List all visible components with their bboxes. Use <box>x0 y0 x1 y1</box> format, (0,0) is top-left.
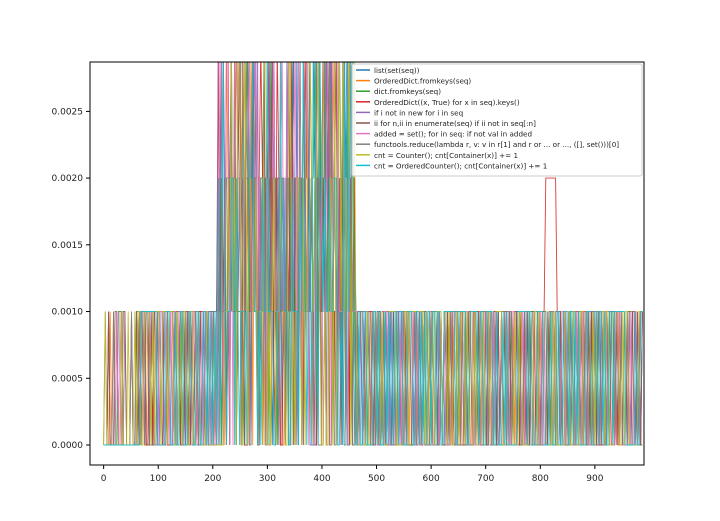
legend-label: if i not in new for i in seq <box>374 108 463 117</box>
series-line <box>103 62 643 446</box>
x-tick-label: 200 <box>204 474 221 484</box>
legend: list(set(seq)) OrderedDict.fromkeys(seq)d… <box>351 63 643 177</box>
legend-label: cnt = Counter(); cnt[Container(x)] += 1 <box>374 151 518 160</box>
x-tick-label: 0 <box>101 474 107 484</box>
legend-label: list(set(seq)) <box>374 66 420 75</box>
y-tick-label: 0.0000 <box>52 441 84 451</box>
legend-label: added = set(); for in seq: if not val in… <box>374 130 532 139</box>
legend-label: dict.fromkeys(seq) <box>374 87 441 96</box>
x-tick-label: 700 <box>477 474 494 484</box>
x-tick-label: 600 <box>423 474 440 484</box>
x-tick-label: 500 <box>368 474 385 484</box>
x-tick-label: 800 <box>532 474 549 484</box>
legend-box <box>351 63 643 177</box>
y-tick-label: 0.0015 <box>52 241 84 251</box>
x-tick-label: 900 <box>586 474 603 484</box>
y-tick-label: 0.0010 <box>52 308 84 318</box>
legend-label: ii for n,ii in enumerate(seq) if ii not … <box>374 119 536 128</box>
y-tick-label: 0.0025 <box>52 107 84 117</box>
legend-label: cnt = OrderedCounter(); cnt[Container(x)… <box>374 161 547 170</box>
plot-frame <box>89 61 645 466</box>
y-tick-label: 0.0005 <box>52 374 84 384</box>
legend-label: functools.reduce(lambda r, v: v in r[1] … <box>374 140 619 149</box>
x-tick-label: 400 <box>313 474 330 484</box>
x-tick-label: 300 <box>259 474 276 484</box>
y-tick-label: 0.0020 <box>52 174 84 184</box>
legend-label: OrderedDict.fromkeys(seq) <box>374 77 471 86</box>
legend-label: OrderedDict((x, True) for x in seq).keys… <box>374 98 520 107</box>
series-layer <box>103 62 643 446</box>
axes-layer: 0 100 200 300 400 500 600 700 800 900 0.0000 0.0005… <box>52 107 604 484</box>
x-tick-label: 100 <box>150 474 167 484</box>
